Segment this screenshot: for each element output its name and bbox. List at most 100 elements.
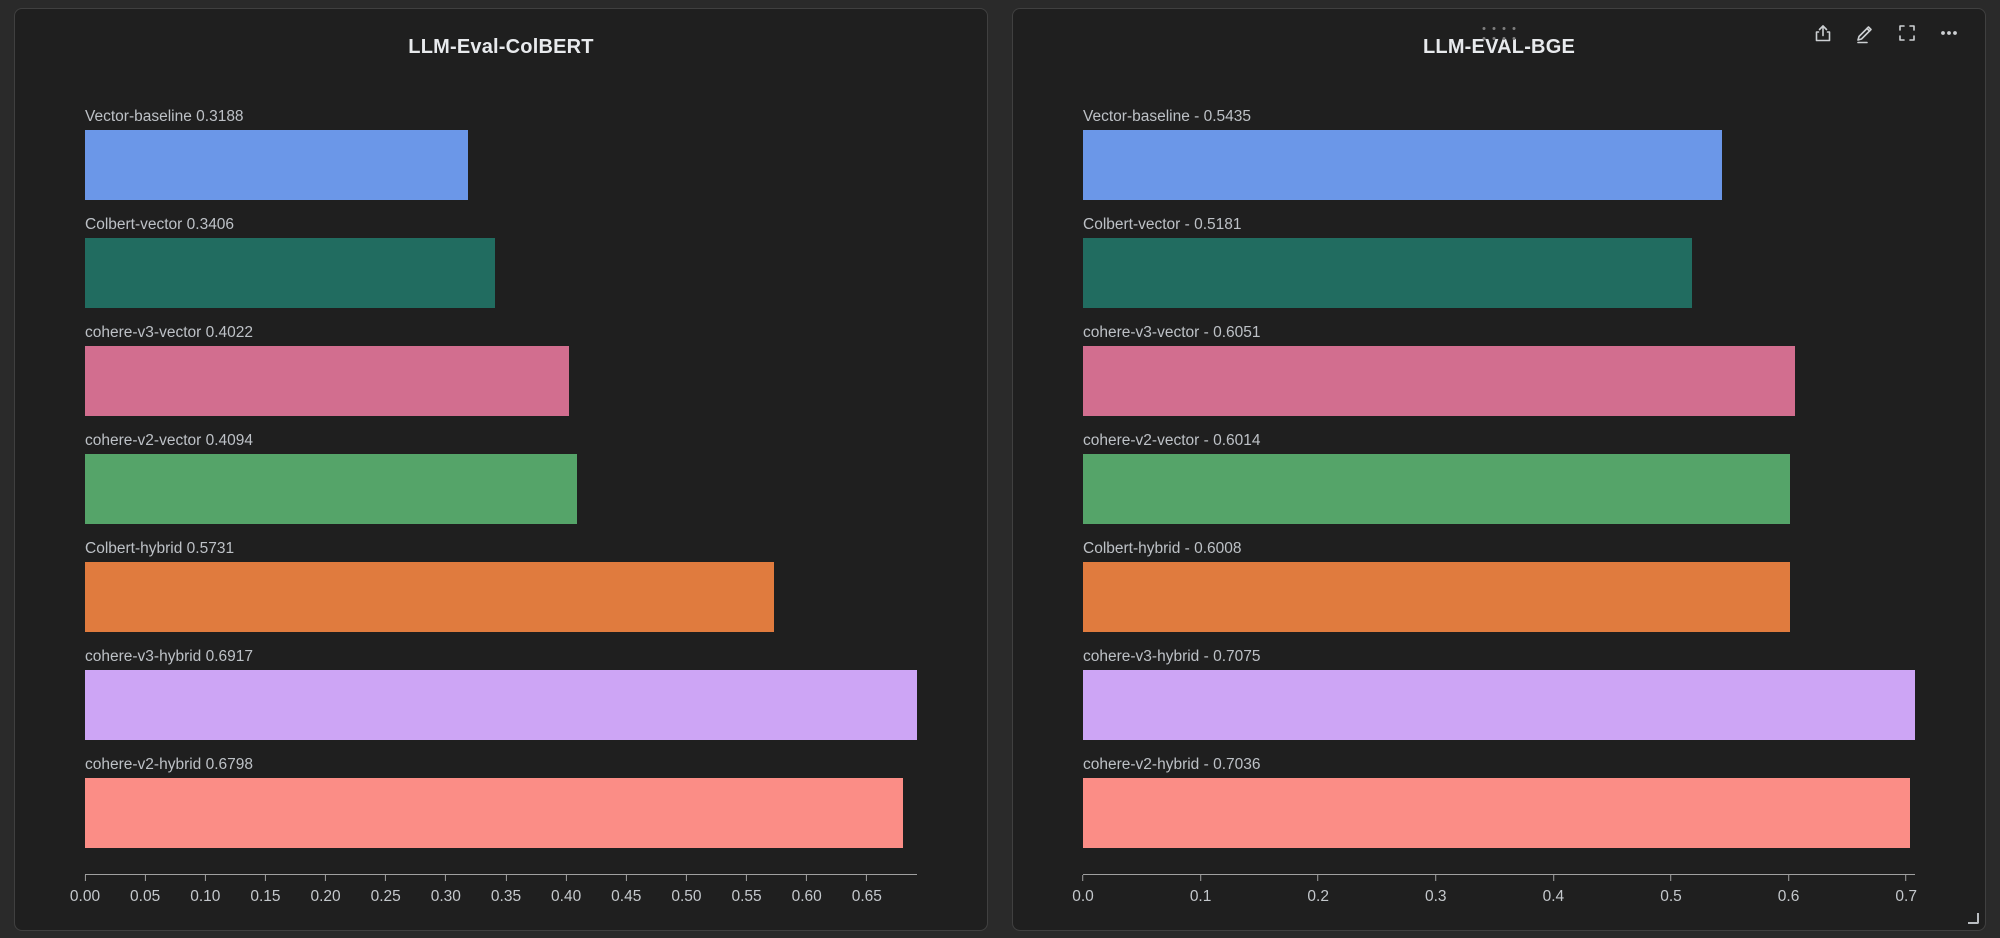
x-axis-tick: 0.45 bbox=[611, 875, 641, 906]
bar-row: cohere-v3-hybrid 0.6917 bbox=[85, 647, 917, 740]
tick-mark bbox=[565, 875, 567, 881]
tick-mark bbox=[385, 875, 387, 881]
tick-mark bbox=[1788, 875, 1790, 881]
fullscreen-icon bbox=[1896, 22, 1918, 47]
panel-llm-eval-colbert: LLM-Eval-ColBERT Vector-baseline 0.3188 C… bbox=[14, 8, 988, 931]
tick-mark bbox=[505, 875, 507, 881]
bar-cohere-v2-hybrid[interactable] bbox=[85, 778, 903, 848]
bar-Colbert-hybrid[interactable] bbox=[1083, 562, 1790, 632]
bar-row: cohere-v3-hybrid - 0.7075 bbox=[1083, 647, 1915, 740]
bar-label: cohere-v3-hybrid - 0.7075 bbox=[1083, 648, 1261, 665]
tick-label: 0.30 bbox=[430, 888, 461, 905]
tick-mark bbox=[746, 875, 748, 881]
bar-cohere-v3-vector[interactable] bbox=[1083, 346, 1795, 416]
chart-title: LLM-EVAL-BGE bbox=[1422, 36, 1575, 58]
x-axis-tick: 0.5 bbox=[1660, 875, 1682, 906]
panel-llm-eval-bge: LLM-EVAL-BGE Vector-baseline - 0.5435 Col… bbox=[1012, 8, 1986, 931]
x-axis-tick: 0.1 bbox=[1190, 875, 1211, 906]
bar-chart-bge: Vector-baseline - 0.5435 Colbert-vector -… bbox=[1072, 107, 1917, 916]
x-axis-tick: 0.35 bbox=[491, 875, 521, 906]
bar-row: Vector-baseline 0.3188 bbox=[85, 107, 917, 200]
tick-mark bbox=[625, 875, 627, 881]
tick-mark bbox=[144, 875, 146, 881]
tick-label: 0.65 bbox=[851, 888, 882, 905]
tick-label: 0.25 bbox=[370, 888, 401, 905]
tick-mark bbox=[84, 875, 86, 881]
bar-label: cohere-v2-hybrid 0.6798 bbox=[85, 756, 254, 773]
tick-label: 0.60 bbox=[791, 888, 822, 905]
x-axis-tick: 0.60 bbox=[792, 875, 822, 906]
x-axis-tick: 0.20 bbox=[310, 875, 341, 906]
tick-mark bbox=[1082, 875, 1084, 881]
bar-cohere-v2-hybrid[interactable] bbox=[1083, 778, 1911, 848]
x-axis-tick: 0.6 bbox=[1778, 875, 1799, 906]
tick-label: 0.0 bbox=[1072, 888, 1094, 905]
tick-label: 0.10 bbox=[190, 888, 221, 905]
resize-handle[interactable] bbox=[1968, 913, 1979, 924]
x-axis-tick: 0.65 bbox=[852, 875, 882, 906]
bar-cohere-v3-vector[interactable] bbox=[85, 346, 569, 416]
bar-row: cohere-v2-hybrid 0.6798 bbox=[85, 755, 917, 848]
bar-cohere-v3-hybrid[interactable] bbox=[85, 670, 917, 740]
drag-handle-icon[interactable] bbox=[1482, 27, 1516, 40]
x-axis-tick: 0.55 bbox=[731, 875, 762, 906]
x-axis-tick: 0.3 bbox=[1425, 875, 1447, 906]
tick-label: 0.5 bbox=[1660, 888, 1682, 905]
x-axis-tick: 0.10 bbox=[190, 875, 220, 906]
bar-row: cohere-v2-hybrid - 0.7036 bbox=[1083, 755, 1915, 848]
bar-row: cohere-v2-vector 0.4094 bbox=[85, 431, 917, 524]
bar-cohere-v3-hybrid[interactable] bbox=[1083, 670, 1915, 740]
x-axis-tick: 0.05 bbox=[130, 875, 160, 906]
bar-label: Colbert-vector 0.3406 bbox=[85, 216, 235, 233]
bar-row: Colbert-hybrid 0.5731 bbox=[85, 539, 917, 632]
chart-title: LLM-Eval-ColBERT bbox=[408, 36, 594, 58]
more-options-button[interactable] bbox=[1933, 18, 1965, 50]
bar-row: cohere-v3-vector 0.4022 bbox=[85, 323, 917, 416]
tick-mark bbox=[1317, 875, 1319, 881]
tick-label: 0.00 bbox=[69, 888, 101, 905]
x-axis-tick: 0.40 bbox=[551, 875, 581, 906]
tick-mark bbox=[204, 875, 206, 881]
tick-mark bbox=[325, 875, 327, 881]
tick-label: 0.35 bbox=[490, 888, 522, 905]
x-axis-tick: 0.15 bbox=[250, 875, 281, 906]
bar-row: Colbert-hybrid - 0.6008 bbox=[1083, 539, 1915, 632]
tick-mark bbox=[685, 875, 687, 881]
x-axis-tick: 0.00 bbox=[70, 875, 100, 906]
bar-row: cohere-v2-vector - 0.6014 bbox=[1083, 431, 1915, 524]
bar-Colbert-hybrid[interactable] bbox=[85, 562, 775, 632]
edit-icon bbox=[1854, 22, 1876, 47]
panel-toolbar bbox=[1807, 18, 1965, 50]
bar-cohere-v2-vector[interactable] bbox=[85, 454, 578, 524]
share-icon bbox=[1812, 22, 1834, 47]
bar-Colbert-vector[interactable] bbox=[1083, 238, 1693, 308]
bar-label: cohere-v2-vector 0.4094 bbox=[85, 432, 254, 449]
tick-label: 0.2 bbox=[1307, 888, 1329, 905]
tick-label: 0.50 bbox=[671, 888, 702, 905]
x-axis-tick: 0.25 bbox=[371, 875, 401, 906]
tick-label: 0.15 bbox=[250, 888, 281, 905]
tick-label: 0.05 bbox=[130, 888, 161, 905]
tick-mark bbox=[806, 875, 808, 881]
bar-row: cohere-v3-vector - 0.6051 bbox=[1083, 323, 1915, 416]
bar-Colbert-vector[interactable] bbox=[85, 238, 495, 308]
edit-button[interactable] bbox=[1849, 18, 1881, 50]
tick-mark bbox=[264, 875, 266, 881]
more-options-icon bbox=[1938, 22, 1960, 47]
bar-label: Colbert-hybrid 0.5731 bbox=[85, 540, 235, 557]
tick-label: 0.7 bbox=[1895, 888, 1917, 905]
bar-Vector-baseline[interactable] bbox=[1083, 130, 1723, 200]
fullscreen-button[interactable] bbox=[1891, 18, 1923, 50]
x-axis-tick: 0.7 bbox=[1895, 875, 1917, 906]
share-button[interactable] bbox=[1807, 18, 1839, 50]
bar-cohere-v2-vector[interactable] bbox=[1083, 454, 1791, 524]
bar-label: cohere-v2-hybrid - 0.7036 bbox=[1083, 756, 1261, 773]
tick-mark bbox=[1435, 875, 1437, 881]
bar-label: cohere-v2-vector - 0.6014 bbox=[1083, 432, 1261, 449]
bar-Vector-baseline[interactable] bbox=[85, 130, 469, 200]
bar-label: Colbert-hybrid - 0.6008 bbox=[1083, 540, 1242, 557]
tick-label: 0.55 bbox=[731, 888, 762, 905]
bar-row: Colbert-vector 0.3406 bbox=[85, 215, 917, 308]
tick-label: 0.4 bbox=[1542, 888, 1565, 905]
